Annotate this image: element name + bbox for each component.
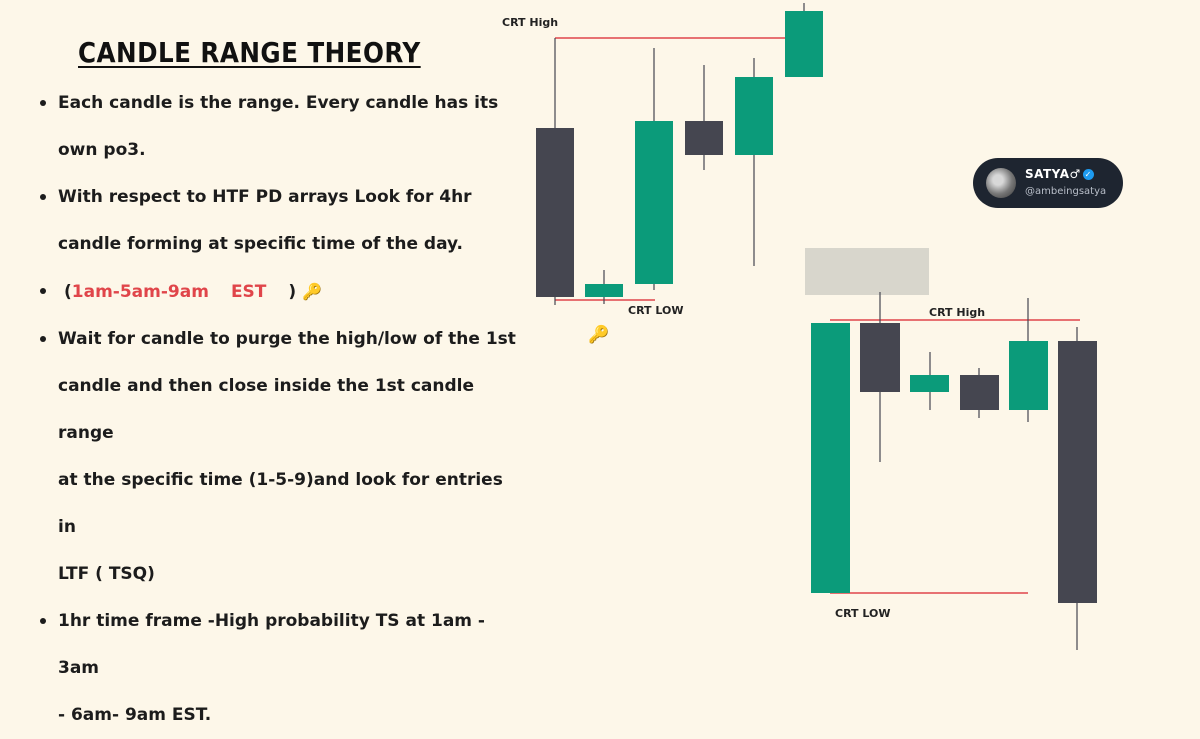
social-handle-badge[interactable]: SATYA♂ ✓ @ambeingsatya [973, 158, 1123, 208]
session-times-line: (1am-5am-9am EST) 🔑 [58, 268, 520, 316]
candle [785, 3, 823, 77]
candle [536, 38, 574, 305]
candle [860, 292, 900, 462]
crt-diagram-2: CRT High CRT LOW [805, 248, 1097, 650]
timezone-label: EST [230, 282, 267, 302]
bullet-text: Each candle is the range. Every candle h… [58, 93, 499, 113]
crt-diagram-1: CRT High CRT LOW [502, 3, 823, 317]
close-paren: ) [288, 282, 297, 302]
bullet-list: Each candle is the range. Every candle h… [40, 80, 520, 739]
bullet-text: at the specific time (1-5-9)and look for… [58, 470, 503, 537]
crt-high-label: CRT High [502, 16, 558, 29]
avatar [986, 168, 1016, 198]
username: @ambeingsatya [1025, 186, 1107, 197]
bullet-text: With respect to HTF PD arrays Look for 4… [58, 187, 472, 207]
highlight-zone [805, 248, 929, 295]
display-name: SATYA♂ ✓ [1025, 167, 1094, 181]
verified-badge-icon: ✓ [1082, 169, 1094, 180]
candle [735, 58, 773, 266]
candle [1058, 327, 1097, 650]
candle [811, 323, 850, 593]
bullet-text: Wait for candle to purge the high/low of… [58, 329, 516, 349]
bullet-text: candle and then close inside the 1st can… [58, 376, 475, 443]
bullet-item-4: Wait for candle to purge the high/low of… [40, 316, 520, 598]
crt-low-label: CRT LOW [835, 607, 890, 620]
bullet-item-3: (1am-5am-9am EST) 🔑 [40, 268, 520, 316]
bullet-text: LTF ( TSQ) [58, 564, 155, 584]
candle [685, 65, 723, 170]
crt-high-label: CRT High [929, 306, 985, 319]
candle [585, 270, 623, 304]
session-times: 1am-5am-9am [71, 282, 209, 302]
bullet-text: own po3. [58, 140, 146, 160]
bullet-item-1: Each candle is the range. Every candle h… [40, 80, 520, 174]
candle [910, 352, 949, 410]
key-icon: 🔑 [302, 282, 323, 301]
open-paren: ( [64, 282, 72, 302]
candle [960, 368, 999, 418]
bullet-item-2: With respect to HTF PD arrays Look for 4… [40, 174, 520, 268]
page-title: CANDLE RANGE THEORY [78, 36, 421, 69]
key-icon: 🔑 [588, 325, 610, 345]
bullet-text: candle forming at specific time of the d… [58, 234, 464, 254]
bullet-text: 1hr time frame -High probability TS at 1… [58, 611, 485, 678]
candle [1009, 298, 1048, 422]
bullet-text: - 6am- 9am EST. [58, 705, 212, 725]
bullet-item-5: 1hr time frame -High probability TS at 1… [40, 598, 520, 739]
crt-low-label: CRT LOW [628, 304, 683, 317]
candle [635, 48, 673, 290]
